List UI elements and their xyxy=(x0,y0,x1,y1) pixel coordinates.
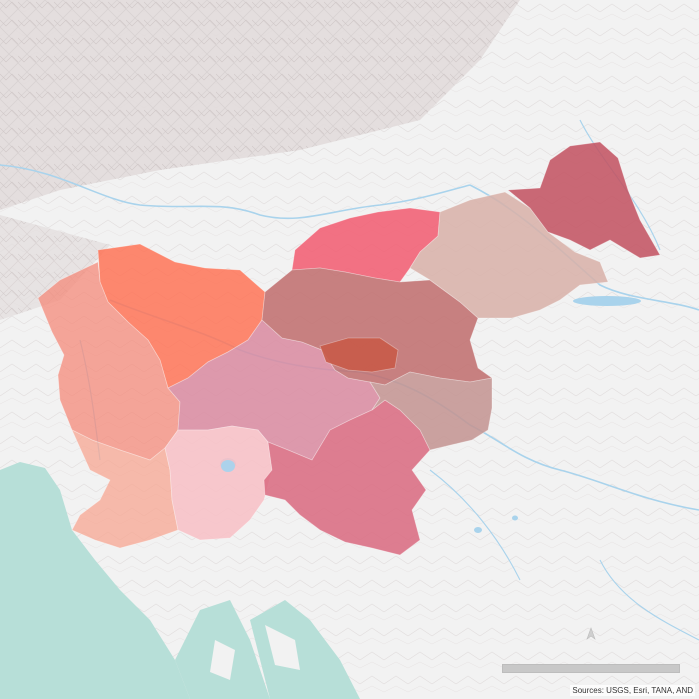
region-zasavska[interactable] xyxy=(319,337,399,373)
lake-small-1 xyxy=(474,527,482,533)
island-krk xyxy=(210,640,235,680)
island-cres xyxy=(265,625,300,670)
regions-layer xyxy=(37,141,661,556)
region-obalno-kraska[interactable] xyxy=(71,429,179,549)
sea-gulf-of-trieste xyxy=(0,462,190,699)
north-arrow-icon xyxy=(584,627,598,641)
lake-east xyxy=(573,296,641,306)
river-drava-north xyxy=(0,164,471,220)
alpine-relief-texture xyxy=(0,0,520,210)
region-pomurska[interactable] xyxy=(506,141,661,259)
river-east xyxy=(599,559,699,641)
sea-kvarner-east xyxy=(250,600,360,699)
lake-cerknica-overlay xyxy=(221,460,235,472)
region-jugovzhodna-slovenija[interactable] xyxy=(263,399,431,556)
region-primorsko-notranjska[interactable] xyxy=(164,425,273,541)
map-attribution: Sources: USGS, Esri, TANA, AND xyxy=(570,685,695,696)
region-posavska[interactable] xyxy=(369,371,493,451)
western-relief-texture xyxy=(0,215,110,320)
lake-small-2 xyxy=(512,515,518,521)
scale-bar xyxy=(502,664,680,673)
river-kupa xyxy=(429,469,521,581)
